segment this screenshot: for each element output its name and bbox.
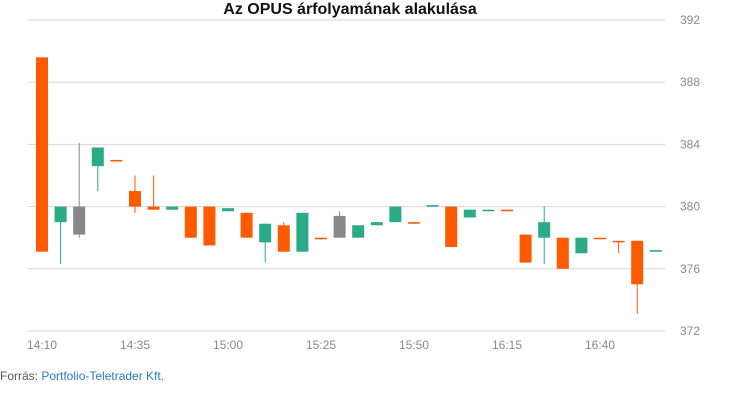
candle-body <box>482 209 495 212</box>
x-tick-label: 15:50 <box>399 338 429 352</box>
candle-body <box>445 206 458 248</box>
candle-body <box>259 223 272 243</box>
candle-body <box>556 237 569 269</box>
candle-body <box>296 212 309 252</box>
candle-body <box>408 222 420 224</box>
candle-body <box>631 240 644 285</box>
x-tick-label: 16:40 <box>585 338 615 352</box>
candle-body <box>538 222 551 238</box>
x-tick-label: 15:25 <box>306 338 336 352</box>
candle-body <box>370 222 383 226</box>
chart-title: Az OPUS árfolyamának alakulása <box>223 1 477 18</box>
candle-body <box>203 206 216 246</box>
candle-body <box>147 206 160 210</box>
y-tick-label: 384 <box>680 137 700 151</box>
candle-body <box>426 205 439 207</box>
candle-body <box>352 225 365 238</box>
y-tick-label: 388 <box>680 75 700 89</box>
candle-body <box>594 237 606 240</box>
candle-body <box>36 57 48 252</box>
source-note: Forrás: Portfolio-Teletrader Kft. <box>0 369 164 383</box>
candle-body <box>649 250 662 252</box>
candle-body <box>110 159 123 162</box>
candle-body <box>612 240 625 243</box>
candle-body <box>315 237 327 240</box>
x-tick-label: 14:10 <box>27 338 57 352</box>
candle-body <box>277 225 290 252</box>
candle-body <box>575 237 588 254</box>
candle-body <box>333 215 346 238</box>
x-tick-label: 14:35 <box>120 338 150 352</box>
candle-body <box>54 206 67 223</box>
y-tick-label: 392 <box>680 13 700 27</box>
candle-body <box>73 206 86 235</box>
y-axis-ticks: 392 388 384 380 376 372 <box>680 13 700 338</box>
candle-body <box>91 147 104 167</box>
candle-body <box>222 208 234 212</box>
candle-body <box>166 206 179 210</box>
candle-body <box>501 209 513 212</box>
candle-body <box>240 212 253 238</box>
y-tick-label: 380 <box>680 200 700 214</box>
candle-body <box>389 206 402 223</box>
grid-lines <box>28 19 665 332</box>
x-tick-label: 15:00 <box>213 338 243 352</box>
candle-body <box>519 234 532 263</box>
y-tick-label: 376 <box>680 262 700 276</box>
candle-body <box>129 191 141 207</box>
source-link[interactable]: Portfolio-Teletrader Kft. <box>41 369 165 383</box>
x-axis-ticks: 14:10 14:35 15:00 15:25 15:50 16:15 16:40 <box>27 338 615 352</box>
y-tick-label: 372 <box>680 324 700 338</box>
candles <box>36 57 662 314</box>
candle-body <box>463 209 476 218</box>
x-tick-label: 16:15 <box>492 338 522 352</box>
candle-body <box>184 206 197 238</box>
source-label: Forrás: <box>0 369 42 383</box>
